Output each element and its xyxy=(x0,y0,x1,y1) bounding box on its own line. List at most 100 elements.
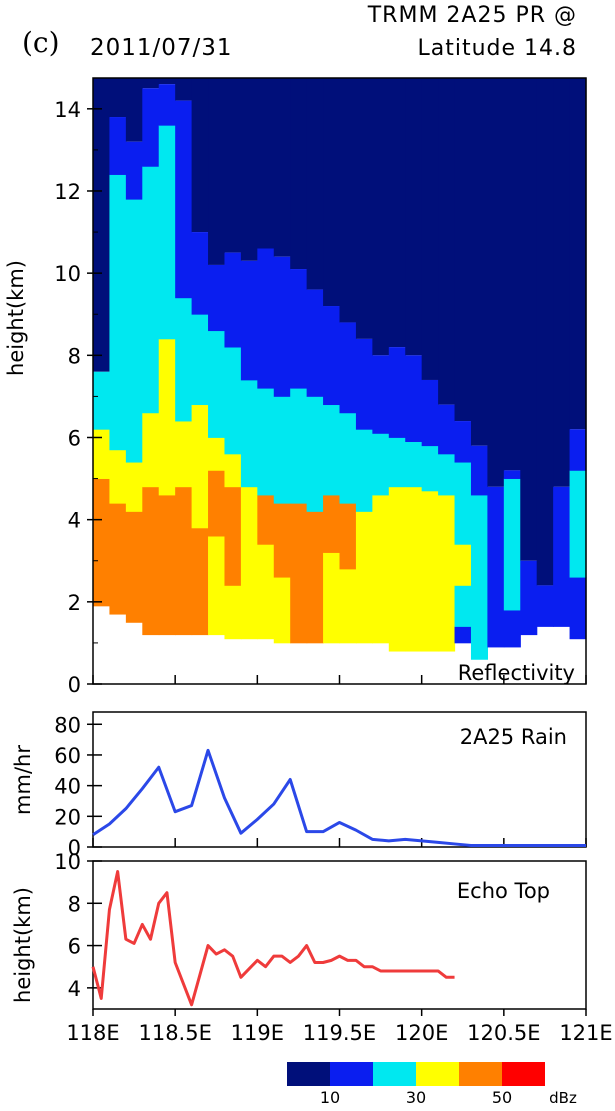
echo-series-line xyxy=(91,870,455,1007)
reflectivity-cell xyxy=(191,404,209,529)
colorbar: 10 30 50 dBz xyxy=(287,1062,577,1107)
x-tick-label: 118E xyxy=(66,1021,119,1045)
reflectivity-y-axis: 0 2 4 6 8 10 12 14 xyxy=(54,98,102,697)
rain-points xyxy=(92,750,587,846)
reflectivity-cell xyxy=(208,330,226,438)
reflectivity-cell xyxy=(142,166,160,414)
reflectivity-y-tick-label: 4 xyxy=(68,509,81,533)
reflectivity-cell xyxy=(208,437,226,471)
reflectivity-cell xyxy=(208,536,226,636)
reflectivity-cell xyxy=(553,78,571,487)
reflectivity-cell xyxy=(355,78,373,339)
reflectivity-cell xyxy=(175,486,193,636)
reflectivity-cell xyxy=(224,453,242,488)
reflectivity-cell xyxy=(536,585,554,627)
x-tick-label: 119E xyxy=(231,1021,284,1045)
reflectivity-x-ticks xyxy=(92,675,587,684)
reflectivity-cell xyxy=(273,396,291,504)
x-tick-label: 119.5E xyxy=(303,1021,376,1045)
reflectivity-cell xyxy=(306,78,324,290)
x-tick-label: 120.5E xyxy=(467,1021,540,1045)
reflectivity-cell xyxy=(158,78,176,85)
colorbar-swatch xyxy=(287,1062,330,1086)
colorbar-swatches xyxy=(287,1062,545,1086)
reflectivity-cell xyxy=(339,322,357,414)
reflectivity-cell xyxy=(421,78,439,380)
colorbar-swatch xyxy=(330,1062,373,1086)
reflectivity-cell xyxy=(273,503,291,578)
reflectivity-y-tick-label: 12 xyxy=(54,180,81,204)
x-tick-label: 121E xyxy=(559,1021,612,1045)
reflectivity-cell xyxy=(240,78,258,261)
echo-y-tick-label: 4 xyxy=(68,977,81,1001)
reflectivity-cell xyxy=(405,355,423,442)
colorbar-tick-label: 50 xyxy=(492,1088,512,1107)
echo-ylabel: height(km) xyxy=(11,887,35,1003)
reflectivity-cell xyxy=(405,486,423,652)
reflectivity-cell xyxy=(388,437,406,488)
reflectivity-cell xyxy=(323,78,341,307)
reflectivity-cell xyxy=(569,429,587,471)
rain-y-tick-label: 40 xyxy=(54,775,81,799)
reflectivity-cell xyxy=(257,495,275,545)
reflectivity-cell xyxy=(503,78,521,471)
reflectivity-cell xyxy=(175,297,193,422)
reflectivity-cell xyxy=(158,125,176,340)
reflectivity-cell xyxy=(290,503,308,644)
rain-y-tick-label: 20 xyxy=(54,805,81,829)
reflectivity-y-tick-label: 10 xyxy=(54,262,81,286)
reflectivity-cell xyxy=(470,495,488,660)
reflectivity-cell xyxy=(339,412,357,504)
reflectivity-cell xyxy=(388,347,406,438)
reflectivity-cell xyxy=(109,449,127,504)
reflectivity-cell xyxy=(569,577,587,640)
echo-x-axis: 118E 118.5E 119E 119.5E 120E 120.5E 121E xyxy=(66,1009,613,1045)
reflectivity-cell xyxy=(208,470,226,537)
reflectivity-cell xyxy=(323,495,341,553)
reflectivity-cell xyxy=(323,404,341,496)
reflectivity-cell xyxy=(355,429,373,512)
colorbar-swatch xyxy=(416,1062,459,1086)
reflectivity-cell xyxy=(290,388,308,504)
reflectivity-cell xyxy=(339,78,357,323)
colorbar-swatch xyxy=(502,1062,545,1086)
reflectivity-cell xyxy=(536,78,554,586)
reflectivity-cell xyxy=(388,486,406,652)
reflectivity-cell xyxy=(109,503,127,615)
reflectivity-cell xyxy=(339,503,357,570)
reflectivity-cell xyxy=(503,478,521,611)
x-tick-label: 120E xyxy=(395,1021,448,1045)
colorbar-unit: dBz xyxy=(549,1089,577,1107)
reflectivity-cell xyxy=(142,486,160,636)
reflectivity-cell xyxy=(503,610,521,648)
reflectivity-cell xyxy=(355,511,373,644)
reflectivity-cell xyxy=(306,396,324,512)
reflectivity-cell xyxy=(553,486,571,627)
reflectivity-cell xyxy=(273,577,291,644)
reflectivity-cell xyxy=(323,552,341,644)
reflectivity-cell xyxy=(438,453,456,496)
reflectivity-y-tick-label: 2 xyxy=(68,591,81,615)
reflectivity-cell xyxy=(454,544,472,586)
reflectivity-cell xyxy=(421,490,439,652)
reflectivity-cell xyxy=(240,379,258,488)
rain-y-tick-label: 80 xyxy=(54,713,81,737)
reflectivity-cell xyxy=(158,495,176,636)
reflectivity-panel: 0 2 4 6 8 10 12 14 height(km) Reflectivity xyxy=(4,77,587,697)
rain-y-tick-label: 0 xyxy=(68,836,81,860)
reflectivity-cell xyxy=(257,78,275,249)
echo-points xyxy=(92,871,455,1005)
reflectivity-cell xyxy=(125,78,143,142)
rain-y-axis: 0 20 40 60 80 xyxy=(54,713,102,860)
product-label: TRMM 2A25 PR @ xyxy=(367,3,577,28)
reflectivity-cell xyxy=(569,470,587,578)
rain-y-tick-label: 60 xyxy=(54,744,81,768)
reflectivity-cell xyxy=(372,78,390,356)
reflectivity-cell xyxy=(487,78,505,487)
reflectivity-cell xyxy=(454,462,472,545)
echo-y-tick-label: 10 xyxy=(54,850,81,874)
reflectivity-cell xyxy=(93,78,111,372)
reflectivity-cell xyxy=(454,78,472,422)
reflectivity-cell xyxy=(93,371,111,430)
reflectivity-cell xyxy=(125,199,143,463)
